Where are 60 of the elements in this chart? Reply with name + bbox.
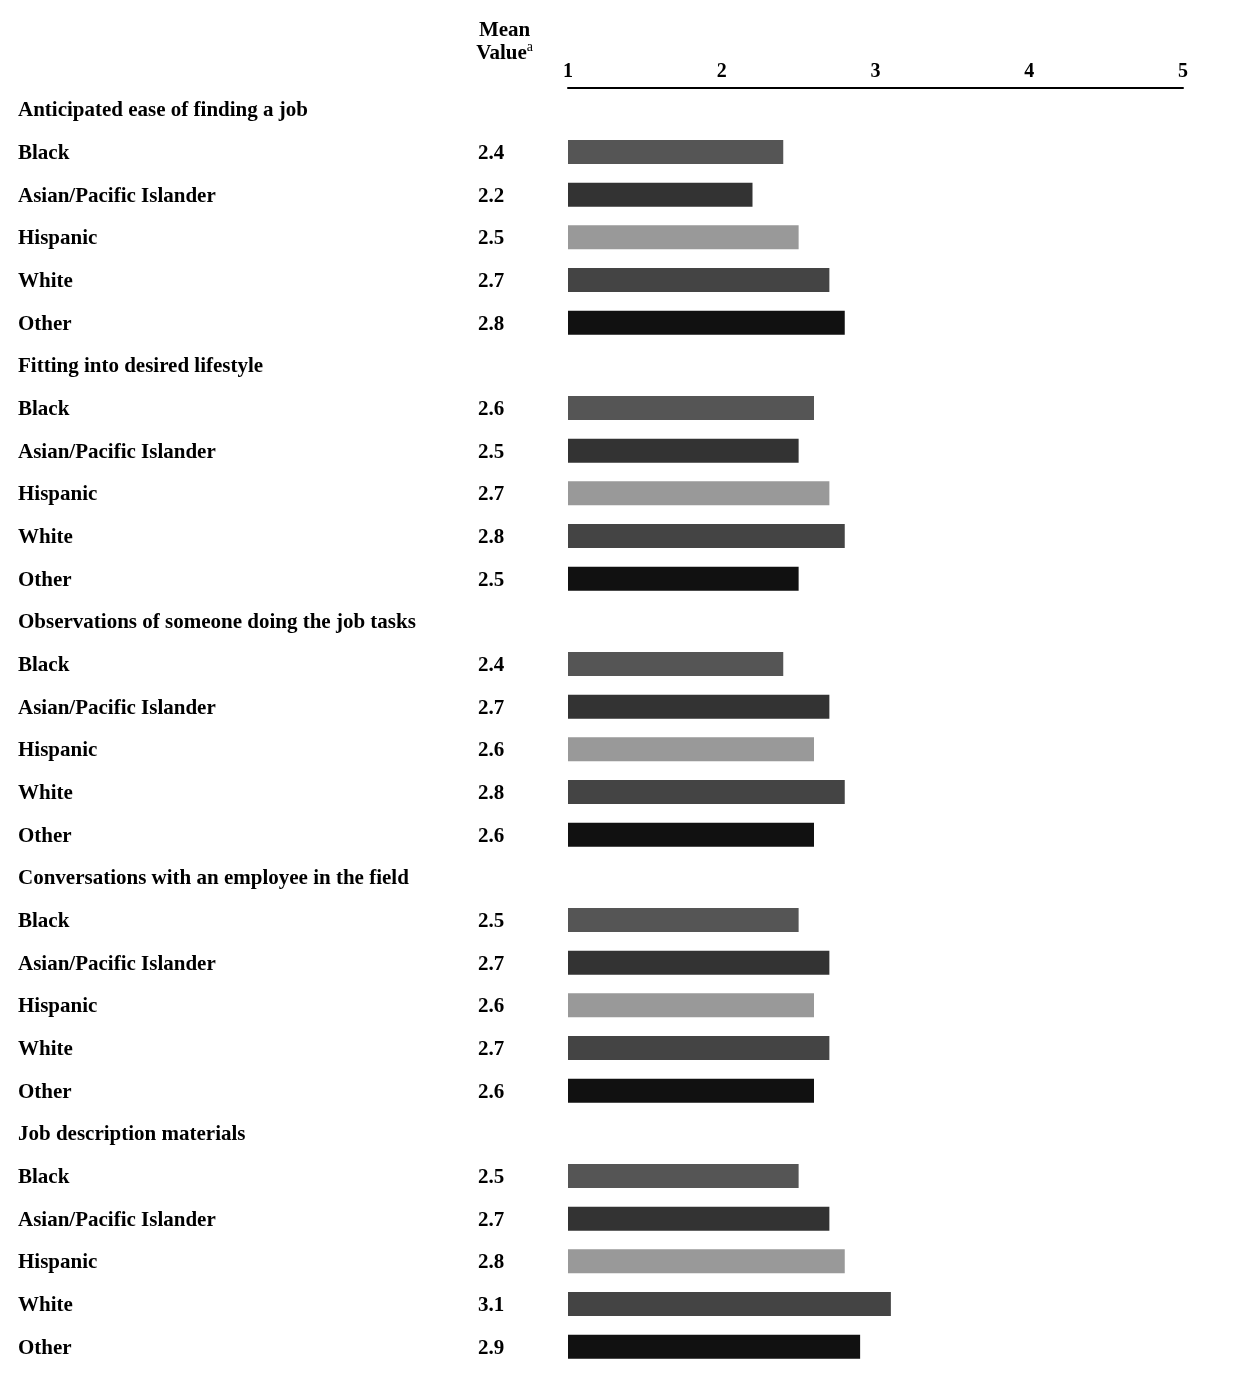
data-label: 2.8 <box>478 524 505 548</box>
y-tick-label: Other <box>18 1334 72 1359</box>
y-tick-label: White <box>18 1036 73 1060</box>
y-tick-label: Black <box>18 1164 70 1188</box>
y-tick-label: Hispanic <box>18 481 98 506</box>
data-label: 2.5 <box>478 566 505 591</box>
data-label: 2.4 <box>478 652 505 676</box>
y-tick-label: Asian/Pacific Islander <box>18 694 216 719</box>
y-tick-label: Black <box>18 140 70 164</box>
y-tick-label: Other <box>18 566 72 591</box>
data-label: 2.6 <box>478 737 505 762</box>
y-tick-label: Asian/Pacific Islander <box>18 182 216 207</box>
y-tick-label: Hispanic <box>18 737 98 762</box>
y-tick-label: White <box>18 780 73 804</box>
x-tick-label: 2 <box>716 59 727 81</box>
y-tick-label: Hispanic <box>18 225 98 250</box>
y-tick-label: Black <box>18 652 70 676</box>
data-label: 2.5 <box>478 908 505 932</box>
data-label: 2.7 <box>478 694 505 719</box>
y-tick-label: Other <box>18 310 72 335</box>
data-label: 2.7 <box>478 1206 505 1231</box>
data-label: 2.8 <box>478 780 505 804</box>
data-label: 2.7 <box>478 1036 505 1060</box>
data-label: 2.7 <box>478 481 505 506</box>
y-tick-label: Fitting into desired lifestyle <box>18 353 264 378</box>
data-label: 2.2 <box>478 182 505 207</box>
data-label: 2.7 <box>478 268 505 292</box>
data-label: 3.1 <box>478 1292 505 1316</box>
data-label: 2.7 <box>478 950 505 975</box>
y-tick-label: Black <box>18 908 70 932</box>
y-tick-label: White <box>18 524 73 548</box>
data-label: 2.6 <box>478 1078 505 1103</box>
y-tick-label: Hispanic <box>18 1249 98 1274</box>
data-label: 2.6 <box>478 396 505 420</box>
data-label: 2.4 <box>478 140 505 164</box>
data-label: 2.6 <box>478 993 505 1018</box>
data-label: 2.5 <box>478 1164 505 1188</box>
data-label: 2.5 <box>478 438 505 463</box>
y-tick-label: Observations of someone doing the job tasks <box>18 609 416 634</box>
x-tick-label: 3 <box>870 59 881 81</box>
x-tick-label: 5 <box>1178 59 1188 81</box>
y-tick-label: White <box>18 1292 73 1316</box>
data-label: 2.8 <box>478 1249 505 1274</box>
x-tick-label: 4 <box>1024 59 1035 81</box>
data-label: 2.8 <box>478 310 505 335</box>
y-tick-label: Asian/Pacific Islander <box>18 950 216 975</box>
y-tick-label: Anticipated ease of finding a job <box>18 97 308 122</box>
y-tick-label: Hispanic <box>18 993 98 1018</box>
x-tick-label: 1 <box>563 59 573 81</box>
data-label: 2.9 <box>478 1334 505 1359</box>
y-tick-label: Other <box>18 822 72 847</box>
y-tick-label: Other <box>18 1078 72 1103</box>
y-tick-label: White <box>18 268 73 292</box>
data-label: 2.5 <box>478 225 505 250</box>
y-tick-label: Job description materials <box>18 1121 246 1146</box>
y-tick-label: Asian/Pacific Islander <box>18 1206 216 1231</box>
y-tick-label: Asian/Pacific Islander <box>18 438 216 463</box>
y-tick-label: Conversations with an employee in the field <box>18 865 410 890</box>
y-tick-label: Black <box>18 396 70 420</box>
data-label: 2.6 <box>478 822 505 847</box>
